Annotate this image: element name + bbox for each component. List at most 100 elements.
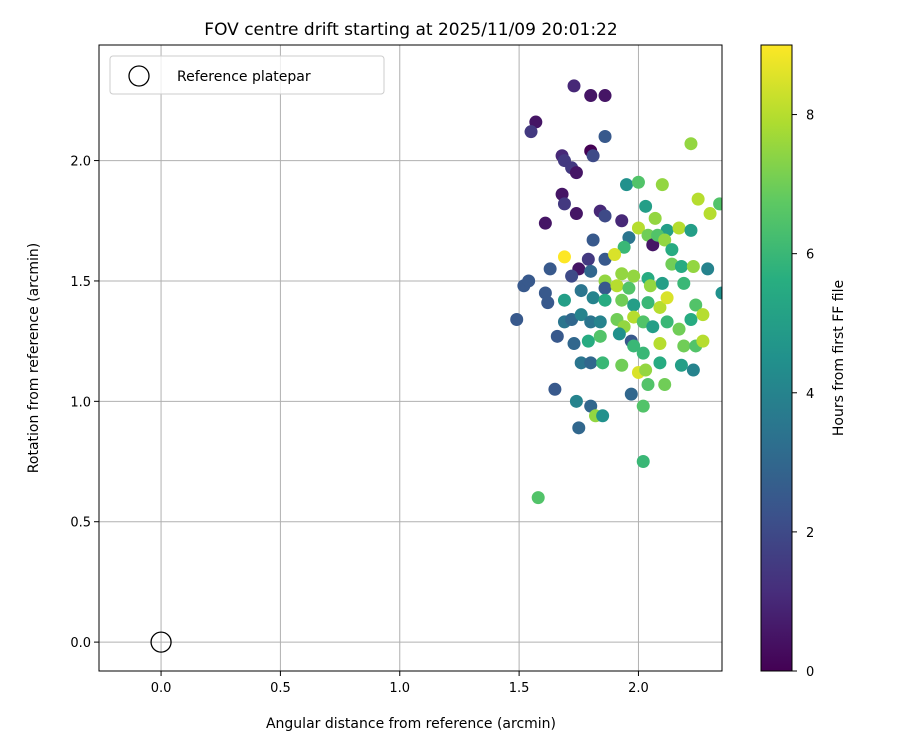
scatter-point xyxy=(658,233,672,247)
scatter-point xyxy=(655,276,669,290)
scatter-point xyxy=(581,252,595,266)
scatter-point xyxy=(624,387,638,401)
scatter-point xyxy=(641,296,655,310)
y-axis-label: Rotation from reference (arcmin) xyxy=(26,243,42,473)
scatter-point xyxy=(524,125,538,139)
scatter-point xyxy=(608,247,622,261)
scatter-point xyxy=(584,399,598,413)
scatter-point xyxy=(567,337,581,351)
x-axis-label: Angular distance from reference (arcmin) xyxy=(266,716,556,732)
scatter-point xyxy=(598,89,612,103)
scatter-point xyxy=(691,192,705,206)
scatter-point xyxy=(615,293,629,307)
scatter-point xyxy=(610,279,624,293)
colorbar-ticks: 0 2 4 6 8 xyxy=(792,109,814,680)
scatter-point xyxy=(541,296,555,310)
chart-title: FOV centre drift starting at 2025/11/09 … xyxy=(204,20,617,40)
scatter-point xyxy=(686,363,700,377)
scatter-point xyxy=(531,491,545,505)
scatter-point xyxy=(593,315,607,329)
scatter-point xyxy=(598,209,612,223)
scatter-point xyxy=(684,223,698,237)
scatter-point xyxy=(572,421,586,435)
y-tick-label: 1.0 xyxy=(70,395,91,410)
scatter-point xyxy=(622,231,636,245)
scatter-point xyxy=(598,129,612,143)
scatter-point xyxy=(617,240,631,254)
scatter-point xyxy=(639,199,653,213)
scatter-point xyxy=(627,269,641,283)
scatter-point xyxy=(686,260,700,274)
scatter-point xyxy=(641,228,655,242)
data-points xyxy=(510,79,722,505)
scatter-point xyxy=(596,356,610,370)
scatter-point xyxy=(584,89,598,103)
colorbar-tick-label: 8 xyxy=(806,109,814,124)
scatter-point xyxy=(653,356,667,370)
x-tick-label: 0.0 xyxy=(151,681,172,696)
y-tick-label: 0.5 xyxy=(70,516,91,531)
scatter-point xyxy=(615,267,629,281)
scatter-point xyxy=(538,216,552,230)
scatter-point xyxy=(586,149,600,163)
scatter-point xyxy=(593,329,607,343)
scatter-point xyxy=(646,320,660,334)
scatter-point xyxy=(677,339,691,353)
scatter-point xyxy=(643,279,657,293)
x-tick-label: 1.5 xyxy=(509,681,530,696)
colorbar-tick-label: 0 xyxy=(806,665,814,680)
scatter-point xyxy=(672,322,686,336)
reference-platepar-marker xyxy=(150,631,172,653)
scatter-point xyxy=(574,284,588,298)
x-tick-label: 1.0 xyxy=(389,681,410,696)
scatter-point xyxy=(586,291,600,305)
scatter-point xyxy=(557,250,571,264)
scatter-point xyxy=(557,293,571,307)
y-tick-label: 1.5 xyxy=(70,275,91,290)
scatter-point xyxy=(612,327,626,341)
scatter-point xyxy=(569,394,583,408)
scatter-point xyxy=(703,207,717,221)
scatter-point xyxy=(653,300,667,314)
scatter-point xyxy=(529,115,543,129)
plot-frame xyxy=(98,44,723,672)
scatter-point xyxy=(713,197,722,211)
scatter-point xyxy=(674,260,688,274)
scatter-point xyxy=(665,243,679,257)
scatter-point xyxy=(689,298,703,312)
scatter-point xyxy=(646,238,660,252)
scatter-point xyxy=(641,377,655,391)
colorbar-label: Hours from first FF file xyxy=(831,280,847,436)
scatter-point xyxy=(569,166,583,180)
scatter-point xyxy=(627,339,641,353)
scatter-point xyxy=(677,276,691,290)
scatter-point xyxy=(636,455,650,469)
scatter-point xyxy=(569,207,583,221)
scatter-point xyxy=(615,358,629,372)
scatter-point xyxy=(655,178,669,192)
colorbar-tick-label: 2 xyxy=(806,526,814,541)
scatter-point xyxy=(574,356,588,370)
scatter-point xyxy=(631,175,645,189)
scatter-point xyxy=(567,79,581,93)
legend-box xyxy=(109,55,385,95)
scatter-point xyxy=(584,315,598,329)
x-tick-label: 0.5 xyxy=(270,681,291,696)
scatter-point xyxy=(653,337,667,351)
scatter-point xyxy=(584,356,598,370)
scatter-point xyxy=(550,329,564,343)
scatter-point xyxy=(584,264,598,278)
colorbar-tick-label: 6 xyxy=(806,248,814,263)
x-axis-ticks: 0.0 0.5 1.0 1.5 2.0 xyxy=(151,671,649,696)
scatter-point xyxy=(510,312,524,326)
scatter-point xyxy=(565,269,579,283)
scatter-point xyxy=(684,137,698,151)
scatter-point xyxy=(639,363,653,377)
scatter-point xyxy=(715,286,722,300)
scatter-point xyxy=(627,298,641,312)
scatter-point xyxy=(631,221,645,235)
scatter-point xyxy=(684,312,698,326)
scatter-point xyxy=(543,262,557,276)
scatter-point xyxy=(620,178,634,192)
